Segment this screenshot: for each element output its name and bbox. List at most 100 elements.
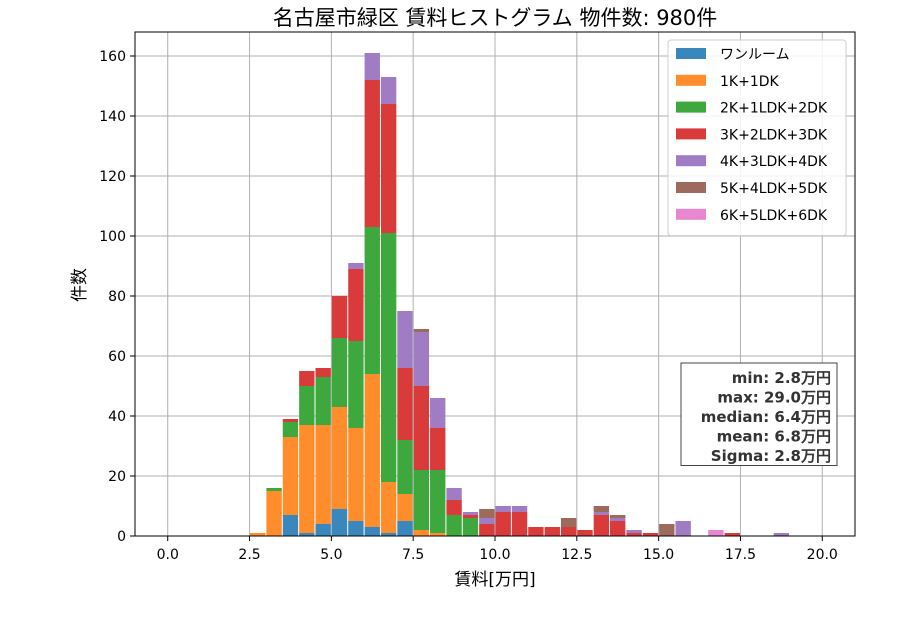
bar-segment: [413, 386, 430, 470]
x-tick-label: 2.5: [238, 547, 260, 563]
bar-segment: [430, 398, 446, 428]
legend-label: 1K+1DK: [720, 74, 780, 90]
bar-segment: [299, 386, 315, 425]
bar-segment: [331, 509, 348, 536]
bar-segment: [282, 422, 299, 437]
bar-segment: [659, 524, 675, 536]
x-tick-label: 5.0: [320, 547, 342, 563]
bar-segment: [593, 515, 610, 536]
legend-swatch: [676, 74, 706, 86]
bar-segment: [364, 374, 380, 527]
bar-segment: [560, 527, 577, 536]
bar-segment: [266, 491, 282, 536]
x-tick-label: 7.5: [402, 547, 424, 563]
x-tick-label: 17.5: [725, 547, 756, 563]
stats-line: mean: 6.8万円: [717, 428, 831, 446]
y-tick-label: 80: [108, 289, 126, 305]
bar-segment: [430, 470, 446, 533]
legend-swatch: [676, 155, 706, 167]
bar-segment: [528, 527, 544, 536]
bar-segment: [315, 524, 331, 536]
bar-segment: [626, 530, 642, 533]
bar-segment: [397, 521, 413, 536]
bar-segment: [282, 515, 299, 536]
bar-segment: [397, 368, 413, 440]
bar-segment: [315, 425, 331, 524]
legend-label: 4K+3LDK+4DK: [720, 154, 828, 170]
bar-segment: [364, 527, 380, 536]
bar-segment: [315, 368, 331, 377]
bar-segment: [610, 518, 626, 521]
x-tick-label: 0.0: [157, 547, 179, 563]
bar-segment: [364, 227, 380, 374]
stats-line: Sigma: 2.8万円: [711, 447, 831, 465]
stats-line: min: 2.8万円: [732, 369, 831, 387]
bar-segment: [446, 488, 462, 500]
y-tick-label: 140: [99, 109, 126, 125]
bar-segment: [299, 533, 315, 536]
bar-segment: [397, 440, 413, 494]
legend-swatch: [676, 208, 706, 220]
stats-line: median: 6.4万円: [701, 408, 831, 426]
chart-title: 名古屋市緑区 賃料ヒストグラム 物件数: 980件: [273, 6, 718, 30]
bar-segment: [462, 515, 479, 518]
bar-segment: [430, 428, 446, 470]
bar-segment: [315, 377, 331, 425]
legend-swatch: [676, 128, 706, 140]
legend-label: ワンルーム: [720, 47, 790, 63]
bar-segment: [511, 506, 528, 512]
legend-label: 2K+1LDK+2DK: [720, 101, 828, 117]
bar-segment: [724, 533, 740, 536]
y-tick-label: 60: [108, 349, 126, 365]
y-tick-label: 120: [99, 169, 126, 185]
bar-segment: [380, 77, 397, 104]
legend-label: 5K+4LDK+5DK: [720, 181, 828, 197]
legend-swatch: [676, 182, 706, 193]
y-tick-label: 100: [99, 229, 126, 245]
bar-segment: [331, 296, 348, 338]
x-tick-label: 20.0: [807, 547, 838, 563]
axes: 0.0 2.5 5.0 7.5 10.0 12.5 15.0 17.5 20.0 0 20 40 60 8…: [99, 31, 856, 563]
bar-segment: [626, 533, 642, 536]
bar-segment: [462, 518, 479, 536]
bar-segment: [560, 518, 577, 527]
y-axis-label: 件数: [70, 268, 90, 302]
bar-segment: [511, 512, 528, 536]
bar-segment: [495, 512, 511, 536]
bar-segment: [266, 488, 282, 491]
legend-label: 3K+2LDK+3DK: [720, 127, 828, 143]
bar-segment: [380, 233, 397, 482]
bar-segment: [380, 104, 397, 233]
x-tick-label: 12.5: [561, 547, 592, 563]
x-tick-label: 15.0: [643, 547, 674, 563]
bar-segment: [593, 506, 610, 512]
legend-box: [667, 39, 847, 237]
bar-segment: [348, 263, 364, 269]
bar-segment: [675, 521, 691, 536]
y-tick-label: 0: [117, 529, 126, 545]
bar-segment: [773, 533, 790, 536]
bar-segment: [446, 500, 462, 515]
legend: ワンルーム 1K+1DK 2K+1LDK+2DK 3K+2LDK+3DK 4K+3LDK…: [667, 39, 847, 237]
bar-segment: [348, 269, 364, 341]
bar-segment: [479, 524, 495, 536]
bar-segment: [380, 533, 397, 536]
bar-segment: [299, 371, 315, 386]
x-tick-label: 10.0: [479, 547, 510, 563]
bar-segment: [348, 521, 364, 536]
bar-segment: [331, 407, 348, 509]
bar-segment: [348, 428, 364, 521]
bar-segment: [642, 533, 659, 536]
bar-segment: [462, 512, 479, 515]
legend-swatch: [676, 48, 706, 59]
bar-segment: [610, 521, 626, 536]
bar-segment: [479, 509, 495, 518]
bar-segment: [397, 494, 413, 521]
bar-segment: [282, 437, 299, 515]
bar-segment: [413, 470, 430, 530]
legend-label: 6K+5LDK+6DK: [720, 208, 828, 224]
bar-segment: [446, 515, 462, 536]
